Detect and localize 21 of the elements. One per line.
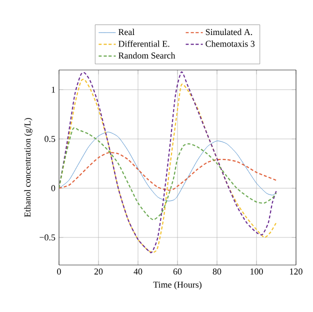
x-tick-label: 40 — [134, 268, 142, 275]
y-tick-label: 0 — [51, 185, 56, 192]
x-axis-title: Time (Hours) — [153, 281, 202, 290]
x-tick-label: 60 — [173, 268, 182, 275]
y-tick-label: 0.5 — [44, 136, 56, 142]
line-series — [59, 132, 277, 202]
legend-label: Random Search — [118, 52, 176, 59]
x-tick-label: 100 — [250, 268, 263, 275]
x-tick-label: 80 — [212, 268, 222, 275]
x-tick-label: 0 — [57, 268, 61, 275]
y-tick-label: −0.5 — [40, 234, 56, 240]
x-tick-label: 120 — [290, 268, 302, 275]
legend-label: Real — [118, 28, 134, 36]
x-tick-label: 20 — [94, 268, 103, 275]
legend-label: Simulated A. — [206, 28, 252, 36]
y-axis-title: Ethanol concentration (g/L) — [24, 118, 32, 218]
legend-label: Chemotaxis 3 — [206, 40, 255, 47]
line-series — [59, 152, 277, 191]
line-series — [59, 128, 277, 220]
y-tick-label: 1 — [52, 86, 55, 93]
legend-label: Differential E. — [118, 40, 170, 47]
